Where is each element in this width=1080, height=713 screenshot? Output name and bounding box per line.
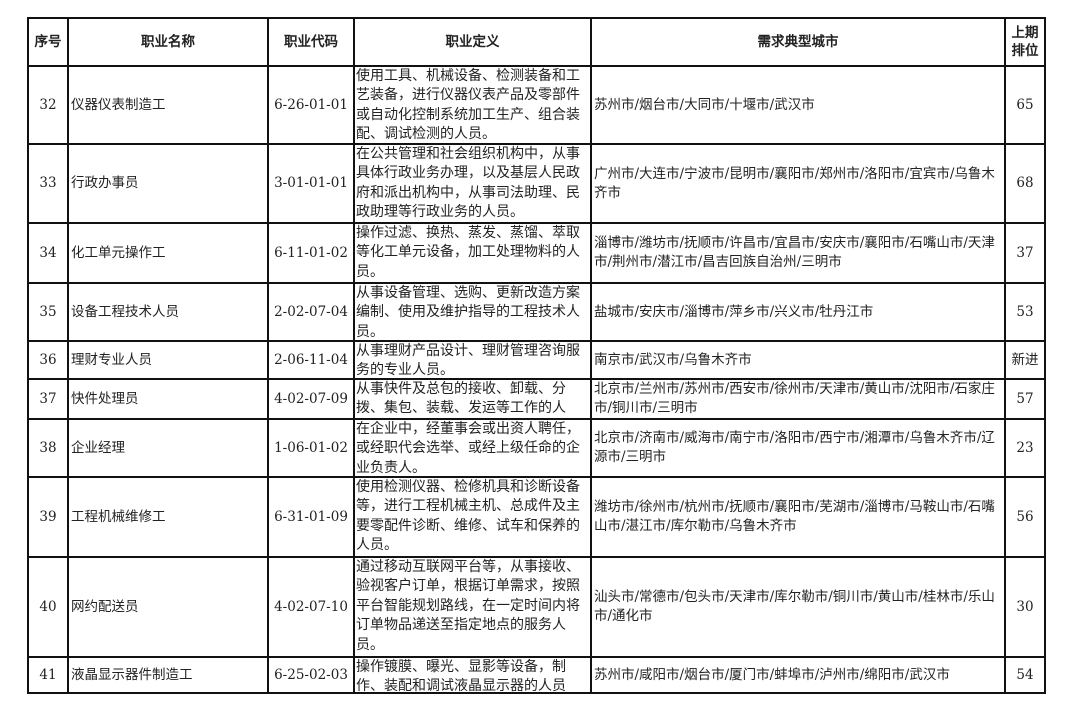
previous-rank: 23 (1004, 418, 1046, 478)
header-no: 序号 (27, 17, 69, 67)
table-row: 34 化工单元操作工 6-11-01-02 操作过滤、换热、蒸发、蒸馏、萃取等化工单元… (27, 222, 1046, 284)
table-row: 35 设备工程技术人员 2-02-07-04 从事设备管理、选购、更新改造方案编制、使… (27, 282, 1046, 342)
table-row: 41 液晶显示器件制造工 6-25-02-03 操作镀膜、曝光、显影等设备，制作、装配… (27, 656, 1046, 694)
demand-cities: 潍坊市/徐州市/杭州市/抚顺市/襄阳市/芜湖市/淄博市/马鞍山市/石嘴山市/湛江… (590, 476, 1006, 558)
occupation-name: 快件处理员 (67, 378, 269, 420)
occupation-definition: 从事设备管理、选购、更新改造方案编制、使用及维护指导的工程技术人员。 (353, 282, 592, 342)
occupation-name: 网约配送员 (67, 556, 269, 658)
occupation-definition: 在企业中，经董事会或出资人聘任，或经职代会选举、或经上级任命的企业负责人。 (353, 418, 592, 478)
occupation-definition: 操作镀膜、曝光、显影等设备，制作、装配和调试液晶显示器的人员 (353, 656, 592, 694)
header-definition: 职业定义 (353, 17, 592, 67)
occupation-code: 6-31-01-09 (267, 476, 355, 558)
header-name: 职业名称 (67, 17, 269, 67)
previous-rank: 新进 (1004, 340, 1046, 380)
demand-cities: 苏州市/烟台市/大同市/十堰市/武汉市 (590, 65, 1006, 145)
occupation-table: 序号 职业名称 职业代码 职业定义 需求典型城市 上期排位 32 仪器仪表制造工 6… (27, 17, 1046, 694)
row-number: 41 (27, 656, 69, 694)
demand-cities: 淄博市/潍坊市/抚顺市/许昌市/宜昌市/安庆市/襄阳市/石嘴山市/天津市/荆州市… (590, 222, 1006, 284)
table-row: 33 行政办事员 3-01-01-01 在公共管理和社会组织机构中，从事具体行政业务办… (27, 143, 1046, 224)
occupation-name: 行政办事员 (67, 143, 269, 224)
definition-text: 通过移动互联网平台等，从事接收、验视客户订单，根据订单需求，按照平台智能规划路线… (356, 559, 580, 653)
previous-rank: 54 (1004, 656, 1046, 694)
table-row: 39 工程机械维修工 6-31-01-09 使用检测仪器、检修机具和诊断设备等，进行工… (27, 476, 1046, 558)
row-number: 40 (27, 556, 69, 658)
previous-rank: 57 (1004, 378, 1046, 420)
definition-text: 使用工具、机械设备、检测装备和工艺装备，进行仪器仪表产品及零部件或自动化控制系统… (356, 68, 580, 143)
row-number: 34 (27, 222, 69, 284)
demand-cities: 北京市/济南市/威海市/南宁市/洛阳市/西宁市/湘潭市/乌鲁木齐市/辽源市/三明… (590, 418, 1006, 478)
occupation-code: 6-25-02-03 (267, 656, 355, 694)
row-number: 39 (27, 476, 69, 558)
definition-text: 使用检测仪器、检修机具和诊断设备等，进行工程机械主机、总成件及主要零配件诊断、维… (356, 479, 580, 554)
table-row: 36 理财专业人员 2-06-11-04 从事理财产品设计、理财管理咨询服务的专业人员… (27, 340, 1046, 380)
occupation-code: 3-01-01-01 (267, 143, 355, 224)
row-number: 37 (27, 378, 69, 420)
definition-text: 从事快件及总包的接收、卸载、分拨、集包、装载、发运等工作的人 (356, 381, 566, 417)
row-number: 35 (27, 282, 69, 342)
table-row: 32 仪器仪表制造工 6-26-01-01 使用工具、机械设备、检测装备和工艺装备，进… (27, 65, 1046, 145)
definition-text: 在公共管理和社会组织机构中，从事具体行政业务办理，以及基层人民政府和派出机构中，… (356, 146, 580, 221)
occupation-code: 4-02-07-10 (267, 556, 355, 658)
demand-cities: 苏州市/咸阳市/烟台市/厦门市/蚌埠市/泸州市/绵阳市/武汉市 (590, 656, 1006, 694)
header-code: 职业代码 (267, 17, 355, 67)
occupation-definition: 从事快件及总包的接收、卸载、分拨、集包、装载、发运等工作的人 (353, 378, 592, 420)
occupation-code: 1-06-01-02 (267, 418, 355, 478)
demand-cities: 汕头市/常德市/包头市/天津市/库尔勒市/铜川市/黄山市/桂林市/乐山市/通化市 (590, 556, 1006, 658)
occupation-name: 液晶显示器件制造工 (67, 656, 269, 694)
previous-rank: 65 (1004, 65, 1046, 145)
demand-cities: 南京市/武汉市/乌鲁木齐市 (590, 340, 1006, 380)
header-row: 序号 职业名称 职业代码 职业定义 需求典型城市 上期排位 (27, 17, 1046, 67)
demand-cities: 北京市/兰州市/苏州市/西安市/徐州市/天津市/黄山市/沈阳市/石家庄市/铜川市… (590, 378, 1006, 420)
occupation-name: 化工单元操作工 (67, 222, 269, 284)
previous-rank: 37 (1004, 222, 1046, 284)
occupation-code: 6-26-01-01 (267, 65, 355, 145)
previous-rank: 56 (1004, 476, 1046, 558)
row-number: 36 (27, 340, 69, 380)
occupation-definition: 在公共管理和社会组织机构中，从事具体行政业务办理，以及基层人民政府和派出机构中，… (353, 143, 592, 224)
definition-text: 从事设备管理、选购、更新改造方案编制、使用及维护指导的工程技术人员。 (356, 285, 580, 340)
occupation-code: 4-02-07-09 (267, 378, 355, 420)
occupation-name: 设备工程技术人员 (67, 282, 269, 342)
previous-rank: 68 (1004, 143, 1046, 224)
occupation-name: 理财专业人员 (67, 340, 269, 380)
row-number: 32 (27, 65, 69, 145)
occupation-name: 工程机械维修工 (67, 476, 269, 558)
definition-text: 从事理财产品设计、理财管理咨询服务的专业人员。 (356, 343, 580, 378)
previous-rank: 30 (1004, 556, 1046, 658)
occupation-definition: 通过移动互联网平台等，从事接收、验视客户订单，根据订单需求，按照平台智能规划路线… (353, 556, 592, 658)
occupation-definition: 使用检测仪器、检修机具和诊断设备等，进行工程机械主机、总成件及主要零配件诊断、维… (353, 476, 592, 558)
table-row: 37 快件处理员 4-02-07-09 从事快件及总包的接收、卸载、分拨、集包、装载、… (27, 378, 1046, 420)
header-cities: 需求典型城市 (590, 17, 1006, 67)
table-row: 40 网约配送员 4-02-07-10 通过移动互联网平台等，从事接收、验视客户订单，… (27, 556, 1046, 658)
previous-rank: 53 (1004, 282, 1046, 342)
demand-cities: 广州市/大连市/宁波市/昆明市/襄阳市/郑州市/洛阳市/宜宾市/乌鲁木齐市 (590, 143, 1006, 224)
occupation-code: 6-11-01-02 (267, 222, 355, 284)
row-number: 38 (27, 418, 69, 478)
header-prev-rank: 上期排位 (1004, 17, 1046, 67)
occupation-code: 2-06-11-04 (267, 340, 355, 380)
occupation-definition: 从事理财产品设计、理财管理咨询服务的专业人员。 (353, 340, 592, 380)
definition-text: 操作过滤、换热、蒸发、蒸馏、萃取等化工单元设备，加工处理物料的人员。 (356, 225, 580, 280)
definition-text: 在企业中，经董事会或出资人聘任，或经职代会选举、或经上级任命的企业负责人。 (356, 421, 580, 476)
occupation-code: 2-02-07-04 (267, 282, 355, 342)
occupation-name: 企业经理 (67, 418, 269, 478)
occupation-definition: 操作过滤、换热、蒸发、蒸馏、萃取等化工单元设备，加工处理物料的人员。 (353, 222, 592, 284)
table-row: 38 企业经理 1-06-01-02 在企业中，经董事会或出资人聘任，或经职代会选举、… (27, 418, 1046, 478)
occupation-name: 仪器仪表制造工 (67, 65, 269, 145)
demand-cities: 盐城市/安庆市/淄博市/萍乡市/兴义市/牡丹江市 (590, 282, 1006, 342)
definition-text: 操作镀膜、曝光、显影等设备，制作、装配和调试液晶显示器的人员 (356, 659, 566, 692)
row-number: 33 (27, 143, 69, 224)
occupation-definition: 使用工具、机械设备、检测装备和工艺装备，进行仪器仪表产品及零部件或自动化控制系统… (353, 65, 592, 145)
